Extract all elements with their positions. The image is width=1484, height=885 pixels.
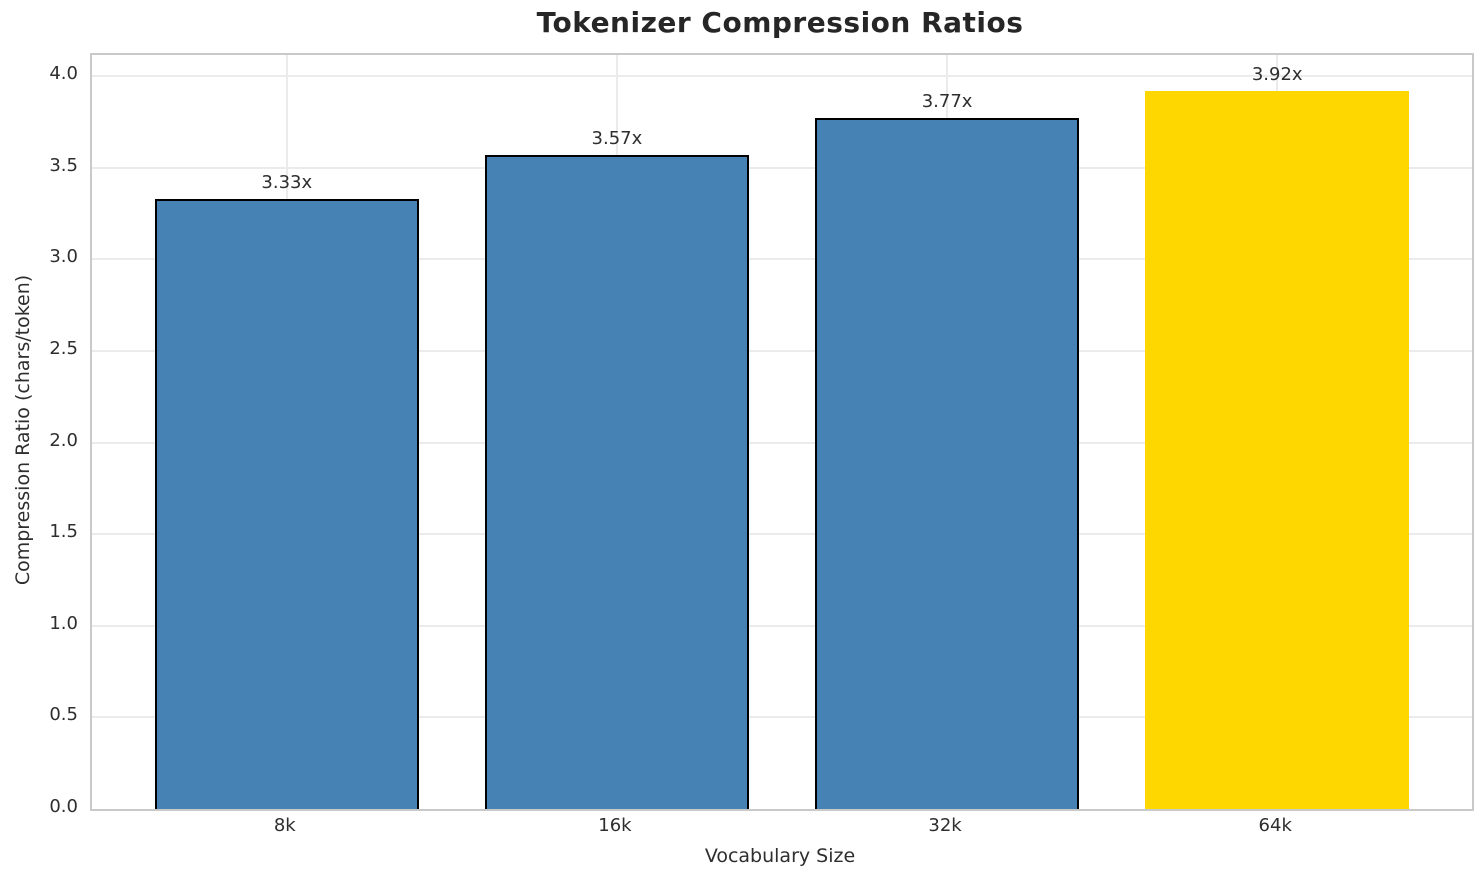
y-tick-label: 2.5: [49, 337, 78, 359]
bar-value-label: 3.77x: [921, 91, 973, 113]
y-tick-label: 1.0: [49, 612, 78, 634]
bar-value-label: 3.33x: [261, 171, 313, 193]
horizontal-gridline: [92, 75, 1472, 78]
x-axis-label: Vocabulary Size: [704, 845, 856, 867]
bar-8k: [154, 198, 419, 809]
horizontal-gridline: [92, 166, 1472, 169]
horizontal-gridline: [92, 624, 1472, 627]
x-tick-label: 8k: [273, 815, 296, 836]
x-tick-label: 16k: [598, 815, 632, 836]
horizontal-gridline: [92, 349, 1472, 352]
y-tick-label: 1.5: [49, 521, 78, 543]
bar-value-label: 3.92x: [1251, 63, 1303, 85]
y-tick-label: 0.5: [49, 704, 78, 726]
horizontal-gridline: [92, 258, 1472, 261]
horizontal-gridline: [92, 716, 1472, 719]
horizontal-gridline: [92, 533, 1472, 536]
bar-16k: [484, 154, 749, 809]
y-tick-label: 2.0: [49, 429, 78, 451]
chart-title: Tokenizer Compression Ratios: [536, 6, 1024, 39]
y-tick-label: 0.0: [49, 796, 78, 817]
bar-32k: [815, 118, 1080, 809]
y-tick-label: 3.5: [49, 154, 78, 176]
plot-area: 3.33x 3.57x 3.77x 3.92x: [90, 53, 1474, 811]
y-tick-label: 4.0: [49, 63, 78, 85]
x-tick-label: 32k: [928, 815, 962, 836]
bar-64k: [1145, 90, 1410, 809]
horizontal-gridline: [92, 441, 1472, 444]
y-tick-label: 3.0: [49, 246, 78, 268]
x-tick-label: 64k: [1258, 815, 1292, 836]
bar-value-label: 3.57x: [591, 127, 643, 149]
